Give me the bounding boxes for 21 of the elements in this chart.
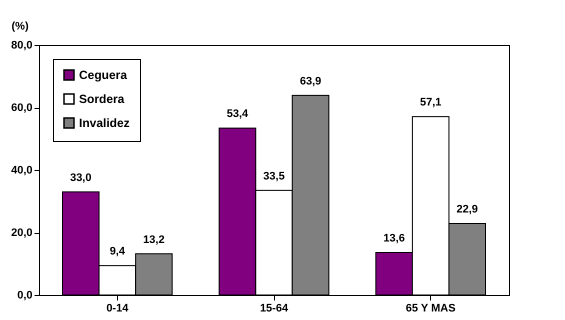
legend-label: Sordera: [79, 92, 125, 106]
data-label: 9,4: [110, 246, 126, 258]
data-label: 13,2: [143, 234, 165, 246]
legend-label: Ceguera: [79, 68, 128, 82]
data-label: 13,6: [383, 232, 405, 244]
data-label: 53,4: [226, 108, 250, 120]
data-label: 57,1: [420, 96, 442, 109]
y-tick-label: 80,0: [11, 40, 32, 52]
data-label: 33,0: [70, 172, 92, 184]
data-label: 22,9: [456, 203, 478, 216]
y-tick-label: 0,0: [17, 290, 32, 302]
y-axis-title: (%): [12, 20, 29, 32]
y-tick-label: 20,0: [11, 227, 32, 239]
x-tick-label: 15-64: [260, 302, 289, 314]
x-tick-label: 65 Y MAS: [406, 302, 456, 314]
data-label: 33,5: [263, 170, 285, 182]
x-tick-label: 0-14: [106, 302, 130, 314]
legend-label: Invalidez: [79, 116, 130, 130]
y-tick-label: 60,0: [11, 102, 32, 114]
y-tick-label: 40,0: [11, 164, 32, 176]
data-label: 63,9: [300, 75, 322, 88]
